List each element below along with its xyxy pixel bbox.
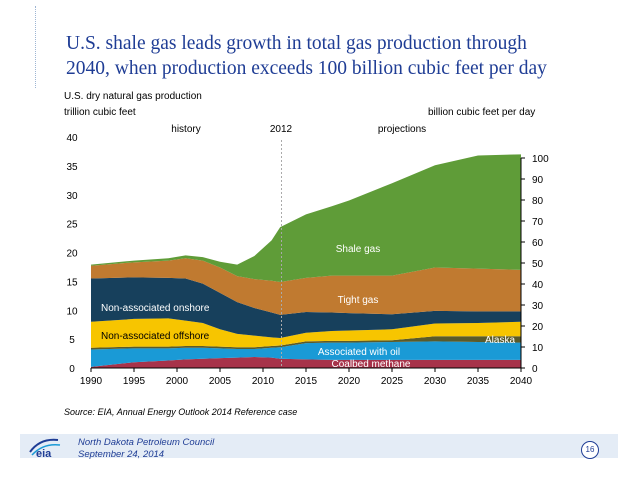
x-axis-ticks: 1990 1995 2000 2005 2010 2015 2020 2025 2030 2035… [80,368,533,387]
y2-tick-label: 40 [532,280,544,291]
series-label-associated-with-oil: Associated with oil [318,347,400,358]
page-number: 16 [581,441,599,459]
y-tick-label: 25 [66,220,78,231]
y2-tick-label: 10 [532,343,544,354]
y-axis-label-right: billion cubic feet per day [428,107,536,118]
footer-bar [20,434,618,458]
series-label-shale-gas: Shale gas [336,244,380,255]
x-tick-label: 1995 [123,376,146,387]
x-tick-label: 2005 [209,376,232,387]
y-tick-label: 40 [66,133,78,144]
top-rule [35,6,36,88]
x-tick-label: 2035 [467,376,490,387]
y-tick-label: 0 [69,364,75,375]
x-tick-label: 2020 [338,376,361,387]
series-label-non-associated-offshore: Non-associated offshore [101,331,210,342]
y2-tick-label: 50 [532,259,544,270]
slide-title: U.S. shale gas leads growth in total gas… [66,31,626,81]
period-label-2012: 2012 [270,124,293,135]
y2-tick-label: 20 [532,322,544,333]
y2-tick-label: 80 [532,196,544,207]
series-label-alaska: Alaska [485,335,515,346]
slide-title-line-1: U.S. shale gas leads growth in total gas… [66,33,527,54]
period-label-projections: projections [378,124,426,135]
series-label-coalbed-methane: Coalbed methane [332,359,411,370]
x-tick-label: 1990 [80,376,103,387]
y-axis-left-ticks: 0 5 10 15 20 25 30 35 40 [66,133,78,375]
period-label-history: history [171,124,200,135]
y-axis-right-ticks: 0 10 20 30 40 50 60 70 80 90 100 [521,154,549,375]
area-non-associated-onshore [91,277,521,338]
y-tick-label: 15 [66,277,78,288]
x-tick-label: 2030 [424,376,447,387]
area-non-associated-offshore [91,318,521,348]
y-tick-label: 35 [66,162,78,173]
y2-tick-label: 100 [532,154,549,165]
area-alaska [91,336,521,350]
x-tick-label: 2015 [295,376,318,387]
y-tick-label: 5 [69,335,75,346]
footer-date: September 24, 2014 [78,449,165,460]
x-tick-label: 2025 [381,376,404,387]
y2-tick-label: 0 [532,364,538,375]
y-tick-label: 10 [66,306,78,317]
eia-logo-icon: eia [29,438,61,460]
area-chart: 1990 1995 2000 2005 2010 2015 2020 2025 2030 2035… [66,124,549,387]
x-tick-label: 2040 [510,376,533,387]
area-layers [91,154,521,368]
source-note: Source: EIA, Annual Energy Outlook 2014 … [64,407,298,417]
series-label-tight-gas: Tight gas [338,295,379,306]
x-tick-label: 2000 [166,376,189,387]
y2-tick-label: 70 [532,217,544,228]
area-coalbed-methane [91,357,521,368]
footer-organization: North Dakota Petroleum Council [78,437,215,448]
x-tick-label: 2010 [252,376,275,387]
chart-title: U.S. dry natural gas production [64,91,202,102]
y-tick-label: 20 [66,249,78,260]
y2-tick-label: 90 [532,175,544,186]
series-label-non-associated-onshore: Non-associated onshore [101,303,210,314]
eia-logo-text: eia [36,448,52,460]
y2-tick-label: 60 [532,238,544,249]
slide-title-line-2: 2040, when production exceeds 100 billio… [66,58,547,79]
y2-tick-label: 30 [532,301,544,312]
y-axis-label-left: trillion cubic feet [64,107,136,118]
area-tight-gas [91,258,521,315]
area-shale-gas [91,154,521,282]
y-tick-label: 30 [66,191,78,202]
